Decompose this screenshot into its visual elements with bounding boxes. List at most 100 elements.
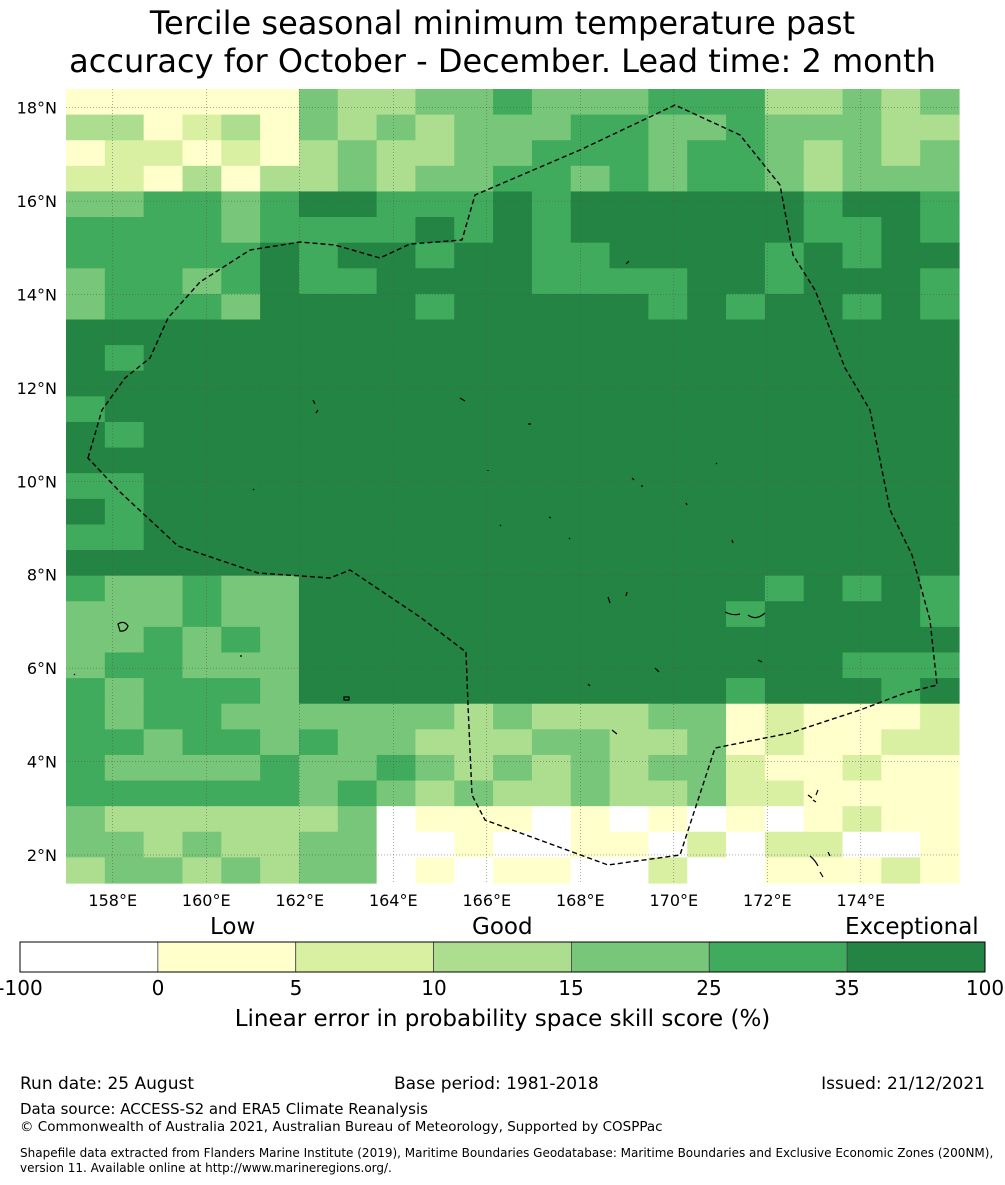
skill-cell [764, 319, 805, 346]
skill-cell [648, 447, 688, 474]
skill-cell [415, 345, 455, 372]
skill-cell [260, 626, 300, 654]
skill-cell [454, 293, 494, 321]
skill-cell [687, 396, 727, 423]
skill-cell [143, 754, 184, 782]
skill-cell [376, 370, 417, 397]
skill-cell [143, 217, 184, 244]
latitude-label: 6°N [27, 659, 57, 678]
skill-cell [221, 89, 261, 116]
skill-cell [842, 550, 882, 577]
skill-cell [260, 754, 300, 782]
skill-cell [881, 473, 921, 500]
skill-cell [221, 447, 261, 474]
skill-cell [842, 140, 882, 167]
skill-cell [920, 678, 960, 705]
skill-cell [182, 703, 222, 730]
skill-cell [648, 396, 688, 423]
skill-cell [609, 345, 649, 372]
skill-cell [842, 217, 882, 244]
skill-cell [298, 550, 339, 577]
skill-cell [221, 242, 261, 269]
longitude-label: 166°E [462, 891, 511, 910]
skill-cell [454, 806, 494, 833]
skill-cell [454, 370, 494, 397]
skill-cell [687, 550, 727, 577]
skill-cell [376, 114, 417, 141]
skill-cell [531, 319, 572, 346]
skill-cell [687, 498, 727, 526]
skill-cell [609, 165, 649, 193]
skill-cell [764, 421, 805, 449]
skill-cell [920, 370, 960, 397]
skill-cell [376, 498, 417, 526]
skill-cell [454, 857, 494, 884]
skill-cell [454, 703, 494, 730]
skill-cell [803, 703, 844, 730]
skill-cell [687, 319, 727, 346]
skill-cell [648, 319, 688, 346]
skill-cell [842, 575, 882, 602]
longitude-label: 160°E [182, 891, 231, 910]
skill-cell [803, 498, 844, 526]
skill-cell [920, 729, 960, 756]
skill-cell [493, 806, 533, 833]
skill-cell [842, 473, 882, 500]
skill-cell [415, 575, 455, 602]
skill-cell [609, 473, 649, 500]
skill-cell [920, 652, 960, 679]
skill-cell [260, 780, 300, 807]
skill-cell [609, 140, 649, 167]
colorbar-label-low: Low [210, 914, 256, 940]
skill-cell [104, 473, 145, 500]
skill-cell [260, 268, 300, 295]
skill-cell [842, 114, 882, 141]
skill-cell [726, 191, 766, 218]
skill-cell [104, 601, 145, 628]
skill-cell [337, 729, 378, 756]
skill-cell [570, 140, 611, 167]
skill-cell [337, 345, 378, 372]
skill-cell [764, 729, 805, 756]
skill-cell [493, 575, 533, 602]
skill-cell [104, 89, 145, 116]
skill-cell [493, 345, 533, 372]
skill-cell [143, 396, 184, 423]
skill-cell [881, 293, 921, 321]
skill-cell [531, 396, 572, 423]
skill-cell [143, 319, 184, 346]
skill-cell [415, 754, 455, 782]
skill-cell [260, 857, 300, 884]
skill-cell [298, 703, 339, 730]
skill-cell [454, 396, 494, 423]
skill-cell [493, 191, 533, 218]
skill-cell [570, 217, 611, 244]
skill-cell [337, 114, 378, 141]
skill-cell [454, 421, 494, 449]
colorbar-label-good: Good [472, 914, 533, 940]
skill-cell [143, 575, 184, 602]
skill-cell [182, 626, 222, 654]
skill-cell [609, 447, 649, 474]
skill-cell [260, 345, 300, 372]
skill-cell [726, 345, 766, 372]
skill-cell [531, 729, 572, 756]
colorbar-swatch [433, 941, 572, 973]
skill-cell [493, 626, 533, 654]
skill-cell [298, 396, 339, 423]
skill-cell [687, 626, 727, 654]
skill-cell [376, 421, 417, 449]
skill-cell [66, 754, 106, 782]
skill-cell [920, 524, 960, 551]
skill-cell [415, 293, 455, 321]
skill-cell [143, 370, 184, 397]
skill-cell [842, 601, 882, 628]
skill-cell [143, 703, 184, 730]
skill-cell [531, 550, 572, 577]
skill-cell [881, 806, 921, 833]
skill-cell [764, 780, 805, 807]
skill-cell [609, 524, 649, 551]
skill-cell [920, 806, 960, 833]
skill-cell [221, 703, 261, 730]
skill-cell [881, 319, 921, 346]
